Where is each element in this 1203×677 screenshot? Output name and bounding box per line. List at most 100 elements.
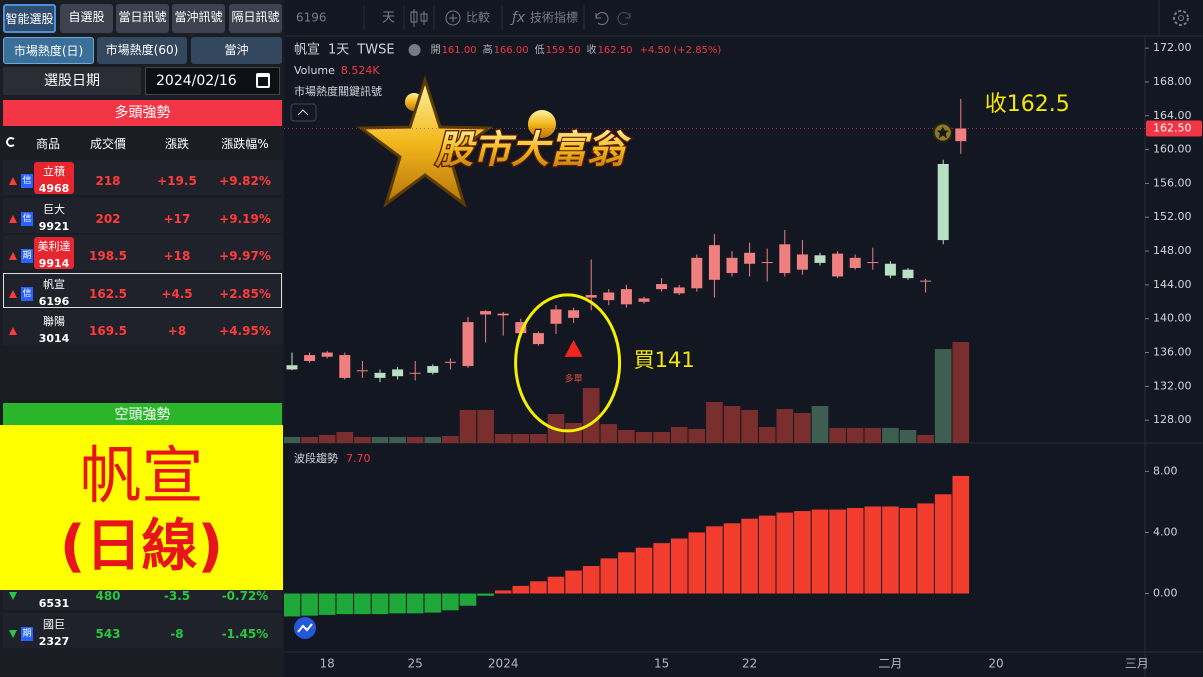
candle-body: [356, 370, 368, 372]
compare-button[interactable]: 比較: [466, 10, 490, 25]
stock-pct: +2.85%: [219, 286, 271, 301]
left-panel: 智能選股 自選股 當日訊號 當沖訊號 隔日訊號 市場熱度(日) 市場熱度(60) 當沖 選股日期…: [0, 0, 284, 677]
candle-body: [656, 284, 668, 290]
candle-body: [726, 257, 738, 274]
candle-body: [462, 322, 474, 367]
logo-text: 股市大富翁: [434, 128, 631, 172]
stock-row[interactable]: [3, 272, 282, 308]
redo-icon[interactable]: [617, 12, 631, 25]
tab-button[interactable]: 當沖訊號: [172, 4, 225, 33]
last-price-tag: [1146, 120, 1202, 137]
candle-body: [708, 245, 720, 280]
trend-bar: [512, 585, 530, 594]
stock-row[interactable]: [3, 310, 282, 345]
mode-button[interactable]: 市場熱度(日): [3, 37, 94, 64]
tab-button[interactable]: 自選股: [60, 4, 113, 33]
volume-bar: [512, 433, 530, 443]
volume-bar: [424, 436, 442, 443]
y-tick-label: 168.00: [1153, 75, 1192, 88]
y-tick-label: 128.00: [1153, 413, 1192, 426]
stock-name: 聯陽: [43, 315, 65, 328]
stock-row[interactable]: [3, 197, 282, 233]
candle-body: [339, 355, 351, 378]
column-header: 成交價: [89, 137, 126, 151]
refresh-icon[interactable]: [6, 137, 16, 147]
legend-text: 161.00: [442, 45, 477, 56]
volume-bar: [459, 409, 477, 443]
trend-bar: [477, 593, 494, 596]
stock-row[interactable]: [3, 612, 282, 648]
trend-bar: [917, 503, 934, 594]
tab-button[interactable]: 智能選股: [3, 4, 56, 33]
y-tick-label: 160.00: [1153, 143, 1192, 156]
overlay-subtitle: (日線): [59, 514, 224, 579]
toolbar: [284, 0, 1203, 36]
trend-bar: [600, 558, 618, 594]
candle-body: [761, 262, 773, 264]
trend-bar: [794, 511, 811, 594]
signal-badge-star: [936, 126, 949, 139]
settings-icon[interactable]: [1173, 10, 1189, 26]
candle-body: [444, 361, 456, 363]
stock-pct: -1.45%: [221, 626, 269, 641]
volume-bar: [846, 427, 864, 443]
trend-bar: [811, 509, 829, 594]
stock-price: 218: [95, 174, 121, 188]
tab-button[interactable]: 當日訊號: [116, 4, 169, 33]
x-tick-label: 二月: [878, 657, 902, 671]
volume-bar: [318, 434, 336, 443]
candle-style-icon[interactable]: [410, 9, 428, 27]
compare-icon[interactable]: [445, 10, 461, 26]
collapse-icon: [297, 109, 309, 116]
candle-body: [849, 257, 861, 268]
tv-logo: [297, 623, 313, 633]
tag-badge: 期: [21, 249, 33, 263]
y-tick-label: 156.00: [1153, 176, 1192, 189]
volume-bar: [758, 427, 776, 443]
trend-bar: [354, 593, 371, 615]
legend-text: 7.70: [346, 452, 371, 465]
stock-pct: +9.19%: [219, 211, 271, 226]
volume-bar: [864, 427, 882, 443]
down-arrow: [9, 629, 17, 638]
up-arrow: [9, 327, 17, 335]
logo-coin: [528, 110, 556, 138]
x-tick-label: 三月: [1125, 657, 1149, 671]
volume-bar: [442, 436, 459, 443]
indicators-button[interactable]: 技術指標: [530, 10, 578, 25]
trend-bar: [424, 593, 442, 613]
stock-name: 巨大: [43, 202, 65, 216]
collapse-button[interactable]: [290, 103, 317, 122]
y-tick-label: 152.00: [1153, 210, 1192, 223]
trend-bar: [406, 593, 424, 614]
trend-bar: [829, 509, 846, 594]
volume-bar: [354, 436, 371, 443]
candle-body: [638, 298, 650, 302]
close-note: 收162.5: [985, 92, 1070, 117]
legend-toggle[interactable]: [408, 44, 421, 56]
stock-name: 帆宣: [43, 277, 65, 291]
tab-button[interactable]: 隔日訊號: [229, 4, 282, 33]
volume-bar: [917, 434, 934, 443]
y-tick-label: 144.00: [1153, 278, 1192, 291]
calendar-icon[interactable]: [256, 73, 270, 88]
interval-button[interactable]: 天: [382, 11, 395, 26]
y-tick-label: 8.00: [1153, 464, 1178, 477]
candle-body: [515, 322, 527, 334]
candle-body: [321, 352, 333, 357]
stock-pct: -0.72%: [221, 589, 269, 603]
overlay-box: [0, 425, 283, 590]
mode-button[interactable]: 當沖: [191, 37, 282, 64]
y-tick-label: 164.00: [1153, 109, 1192, 122]
bear-header: 空頭強勢: [3, 403, 282, 427]
mode-button[interactable]: 市場熱度(60): [97, 37, 187, 64]
candle-body: [585, 295, 597, 298]
y-tick-label: 4.00: [1153, 525, 1178, 538]
chart-area: 6196 天 比較 ƒx 技術指標 股市大富翁 帆宣 1天 TWSE 開 161.00 高…: [284, 0, 1203, 677]
volume-bar: [653, 431, 670, 443]
volume-bar: [934, 349, 952, 443]
symbol[interactable]: 6196: [296, 11, 327, 25]
volume-bar: [477, 409, 494, 443]
undo-icon[interactable]: [595, 12, 609, 25]
stock-code: 3014: [38, 332, 70, 345]
